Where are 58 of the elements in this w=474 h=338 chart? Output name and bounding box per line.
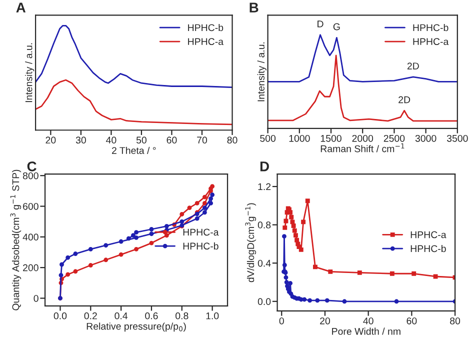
x-axis-title: Raman Shift / cm$^{−1}$ <box>320 143 404 152</box>
y-tick-label: 0.0 <box>258 298 271 306</box>
x-tick-label: 30 <box>76 136 86 144</box>
chart-title: D <box>260 162 269 172</box>
y-axis-title: dV/dlogD(cm$^{3}$g$^{−1}$) <box>245 203 256 282</box>
legend-label: HPHC-b <box>410 244 446 252</box>
annotation: G <box>333 23 340 30</box>
x-tick-label: 2000 <box>352 134 374 142</box>
y-axis-title: Intensity / a.u. <box>257 42 266 102</box>
x-tick-label: 20 <box>46 136 56 144</box>
x-tick-label: 3000 <box>415 134 436 142</box>
y-axis-title: Intensity / a.u. <box>25 43 34 102</box>
legend-label: HPHC-b <box>413 24 448 32</box>
x-axis-title: 2 Theta / ° <box>112 146 156 154</box>
x-tick-label: 0.4 <box>114 312 128 320</box>
legend-label: HPHC-a <box>183 228 219 236</box>
x-tick-label: 70 <box>197 136 208 144</box>
x-tick-label: 0.8 <box>176 312 188 320</box>
legend-label: HPHC-b <box>188 24 224 32</box>
x-tick-label: 0 <box>279 317 284 324</box>
y-axis-title: Quantity Adsobed(cm$^{3}$ g$^{−1}$ STP) <box>10 170 22 310</box>
x-tick-label: 40 <box>106 136 116 144</box>
y-tick-label: 800 <box>22 172 38 180</box>
x-tick-label: 1000 <box>289 134 310 142</box>
x-tick-label: 60 <box>166 136 177 144</box>
annotation: 2D <box>398 96 410 104</box>
x-tick-label: 0.2 <box>84 312 97 320</box>
y-tick-label: 1.2 <box>258 183 271 190</box>
y-tick-label: 200 <box>23 264 38 272</box>
x-tick-label: 40 <box>363 317 374 324</box>
annotation: D <box>318 20 324 28</box>
x-tick-label: 3500 <box>446 134 468 142</box>
legend-label: HPHC-b <box>183 242 218 250</box>
y-tick-label: 400 <box>22 234 38 241</box>
x-tick-label: 80 <box>450 317 460 324</box>
x-tick-label: 2500 <box>384 134 405 142</box>
chart-title: A <box>16 2 26 12</box>
x-tick-label: 500 <box>260 134 276 142</box>
legend-label: HPHC-a <box>410 231 446 238</box>
y-tick-label: 0 <box>34 294 38 302</box>
x-axis-title: Pore Width / nm <box>332 328 400 335</box>
x-tick-label: 0.0 <box>54 312 67 320</box>
y-tick-label: 600 <box>23 202 38 210</box>
legend-label: HPHC-a <box>188 38 224 46</box>
x-tick-label: 1.0 <box>206 312 219 320</box>
x-tick-label: 1500 <box>320 134 342 142</box>
chart-title: B <box>250 2 258 12</box>
chart-title: C <box>27 161 36 172</box>
x-tick-label: 60 <box>406 317 417 324</box>
x-tick-label: 50 <box>136 136 146 144</box>
legend-label: HPHC-a <box>413 38 449 46</box>
x-tick-label: 0.6 <box>145 312 158 320</box>
y-tick-label: 0.8 <box>258 222 271 228</box>
x-axis-title: Relative pressure(p/p$_{0}$) <box>86 322 186 332</box>
y-tick-label: 0.4 <box>258 260 271 267</box>
x-tick-label: 80 <box>227 136 238 144</box>
x-tick-label: 20 <box>320 317 330 324</box>
annotation: 2D <box>407 62 419 70</box>
